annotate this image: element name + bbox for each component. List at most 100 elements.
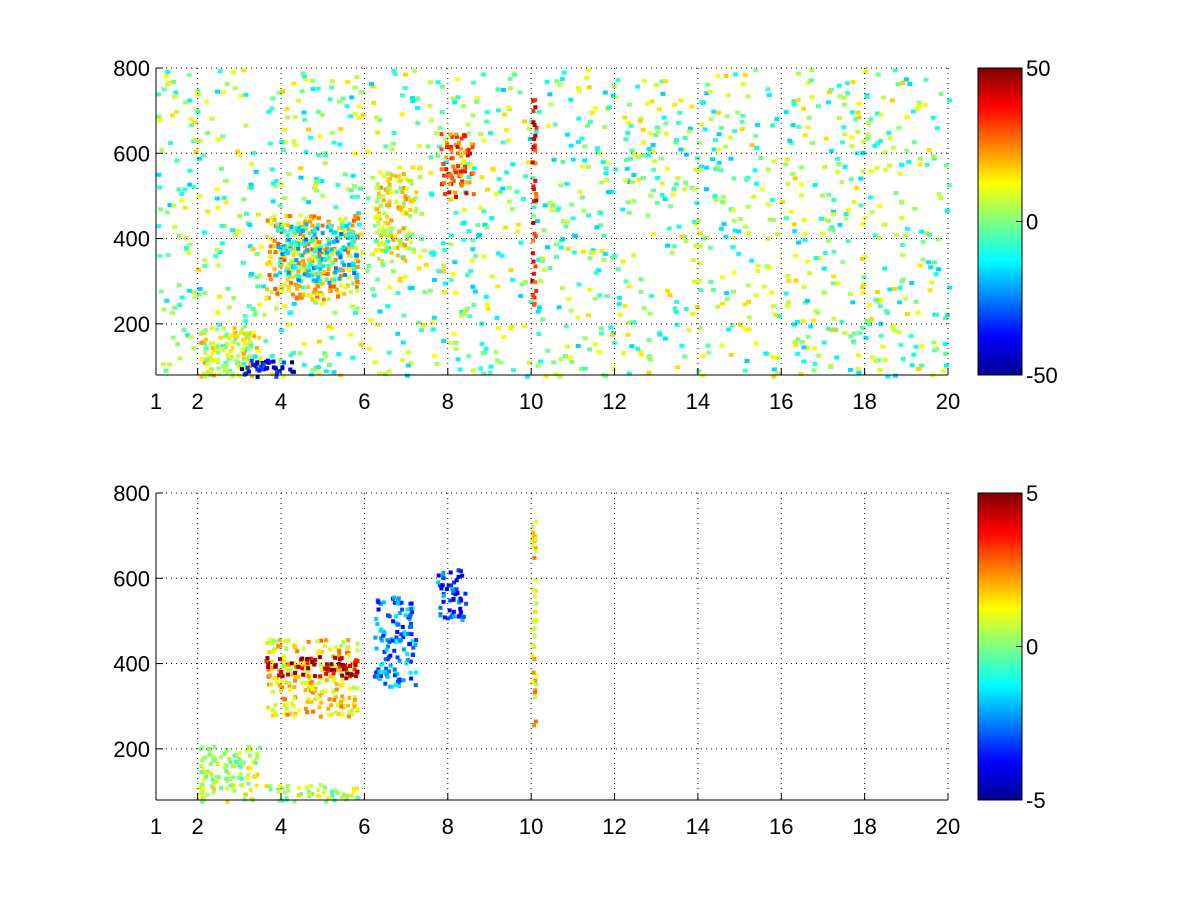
heatmap-cell <box>167 362 173 367</box>
heatmap-cell <box>415 121 421 126</box>
x-tick-label: 14 <box>686 814 710 839</box>
heatmap-cell <box>932 260 937 265</box>
heatmap-cell <box>193 149 199 154</box>
heatmap-cell <box>411 645 416 650</box>
heatmap-cell <box>570 157 576 162</box>
heatmap-cell <box>448 341 454 345</box>
heatmap-cell <box>620 207 626 212</box>
heatmap-cell <box>417 254 423 259</box>
heatmap-cell <box>392 72 398 77</box>
heatmap-cell <box>587 256 593 261</box>
heatmap-cell <box>716 110 721 115</box>
heatmap-cell <box>285 784 290 789</box>
heatmap-cell <box>436 269 442 274</box>
heatmap-cell <box>199 357 204 361</box>
heatmap-cell <box>339 656 344 661</box>
heatmap-cell <box>533 678 538 683</box>
x-tick-label: 12 <box>602 814 626 839</box>
heatmap-cell <box>410 96 415 100</box>
heatmap-cell <box>604 177 609 182</box>
heatmap-cell <box>679 234 685 239</box>
heatmap-cell <box>195 88 201 93</box>
heatmap-cell <box>532 594 537 599</box>
heatmap-cell <box>324 678 329 683</box>
heatmap-cell <box>344 666 348 671</box>
heatmap-cell <box>909 363 915 368</box>
heatmap-cell <box>217 69 223 74</box>
heatmap-cell <box>452 260 458 265</box>
heatmap-cell <box>318 358 324 362</box>
heatmap-cell <box>230 764 235 769</box>
heatmap-cell <box>353 214 358 219</box>
heatmap-cell <box>825 100 831 105</box>
heatmap-cell <box>177 303 183 308</box>
heatmap-cell <box>312 300 318 305</box>
heatmap-cell <box>257 302 263 307</box>
heatmap-cell <box>575 344 581 348</box>
heatmap-cell <box>646 356 652 361</box>
heatmap-cell <box>375 182 380 187</box>
heatmap-cell <box>345 671 350 676</box>
heatmap-cell <box>402 243 407 248</box>
heatmap-cell <box>406 350 412 355</box>
heatmap-cell <box>875 72 881 77</box>
heatmap-cell <box>806 80 811 85</box>
heatmap-cell <box>344 233 349 238</box>
heatmap-cell <box>331 240 336 244</box>
heatmap-cell <box>400 607 405 612</box>
heatmap-cell <box>720 194 726 199</box>
heatmap-cell <box>700 373 706 378</box>
heatmap-cell <box>236 229 242 234</box>
heatmap-cell <box>431 315 437 320</box>
heatmap-cell <box>210 326 214 331</box>
heatmap-cell <box>205 769 210 774</box>
heatmap-cell <box>306 268 311 273</box>
heatmap-cell <box>408 213 412 218</box>
heatmap-cell <box>460 103 466 108</box>
heatmap-cell <box>385 214 390 219</box>
heatmap-cell <box>906 160 912 165</box>
heatmap-cell <box>203 328 208 333</box>
heatmap-cell <box>411 653 416 657</box>
heatmap-cell <box>586 213 591 218</box>
heatmap-cell <box>266 640 271 645</box>
heatmap-cell <box>602 251 608 256</box>
heatmap-cell <box>400 340 406 345</box>
heatmap-cell <box>272 238 277 243</box>
heatmap-cell <box>339 699 344 704</box>
heatmap-cell <box>553 242 559 247</box>
heatmap-cell <box>944 208 950 213</box>
heatmap-cell <box>791 322 797 327</box>
heatmap-cell <box>243 92 249 97</box>
heatmap-cell <box>336 294 340 299</box>
heatmap-cell <box>841 95 847 100</box>
heatmap-cell <box>635 84 641 89</box>
heatmap-cell <box>463 308 469 313</box>
heatmap-cell <box>221 195 227 200</box>
heatmap-cell <box>291 139 297 144</box>
heatmap-cell <box>255 374 260 379</box>
heatmap-cell <box>278 222 284 227</box>
heatmap-cell <box>331 230 336 235</box>
heatmap-cell <box>346 231 351 236</box>
heatmap-cell <box>464 191 469 196</box>
heatmap-cell <box>789 141 795 146</box>
heatmap-cell <box>414 190 419 195</box>
heatmap-cell <box>481 72 487 77</box>
heatmap-cell <box>237 214 243 218</box>
heatmap-cell <box>249 358 254 363</box>
heatmap-cell <box>899 162 905 167</box>
heatmap-cell <box>608 325 614 330</box>
heatmap-cell <box>831 249 837 254</box>
heatmap-cell <box>273 250 278 255</box>
heatmap-cell <box>581 208 587 213</box>
heatmap-cell <box>704 91 710 96</box>
heatmap-cell <box>801 106 806 111</box>
heatmap-cell <box>323 369 329 374</box>
heatmap-cell <box>640 127 646 132</box>
heatmap-cell <box>913 344 919 349</box>
heatmap-cell <box>251 362 256 367</box>
heatmap-cell <box>337 217 342 222</box>
heatmap-cell <box>753 68 759 73</box>
heatmap-cell <box>408 601 413 606</box>
